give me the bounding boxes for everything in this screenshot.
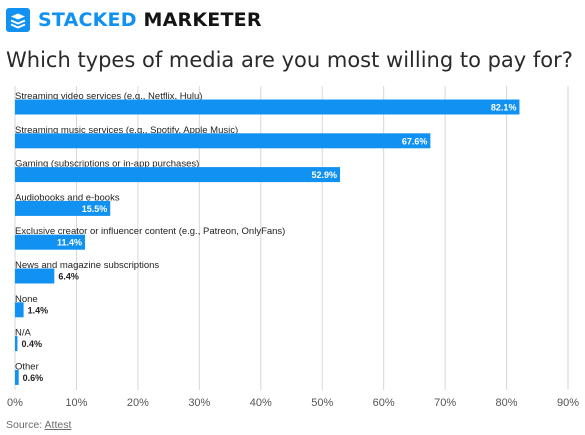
data-label: 6.4% bbox=[58, 272, 79, 282]
bar bbox=[15, 369, 19, 385]
data-label: 52.9% bbox=[312, 170, 338, 180]
data-label: 15.5% bbox=[82, 204, 108, 214]
category-label: N/A bbox=[15, 328, 32, 339]
x-tick-label: 20% bbox=[127, 397, 149, 409]
category-label: Streaming music services (e.g., Spotify,… bbox=[15, 125, 238, 136]
bar bbox=[15, 133, 431, 149]
x-tick-label: 70% bbox=[434, 397, 456, 409]
x-tick-label: 0% bbox=[7, 397, 23, 409]
x-tick-label: 50% bbox=[311, 397, 333, 409]
bar bbox=[15, 200, 111, 216]
category-label: Audiobooks and e-books bbox=[15, 192, 120, 203]
data-label: 82.1% bbox=[491, 103, 517, 113]
x-tick-label: 80% bbox=[496, 397, 518, 409]
x-tick-label: 90% bbox=[557, 397, 579, 409]
category-label: Exclusive creator or influencer content … bbox=[15, 226, 285, 237]
x-tick-label: 30% bbox=[188, 397, 210, 409]
category-label: Other bbox=[15, 361, 39, 372]
data-label: 0.4% bbox=[21, 339, 42, 349]
category-label: Streaming video services (e.g., Netflix,… bbox=[15, 91, 202, 102]
brand-name-part2: MARKETER bbox=[143, 9, 262, 31]
bar bbox=[15, 167, 341, 183]
source-label: Source: bbox=[6, 419, 43, 431]
data-label: 67.6% bbox=[402, 136, 428, 146]
category-label: None bbox=[15, 294, 38, 305]
data-label: 11.4% bbox=[57, 238, 82, 248]
bar bbox=[15, 234, 86, 250]
brand-name-part1: STACKED bbox=[38, 9, 137, 31]
source-link[interactable]: Attest bbox=[44, 419, 72, 431]
bar bbox=[15, 336, 18, 352]
category-label: News and magazine subscriptions bbox=[15, 260, 159, 271]
data-label: 0.6% bbox=[23, 373, 44, 383]
source-note: Source: Attest bbox=[6, 419, 71, 431]
bar bbox=[15, 99, 520, 115]
stacked-logo-icon bbox=[6, 8, 30, 32]
x-tick-label: 60% bbox=[373, 397, 395, 409]
bar bbox=[15, 302, 24, 318]
brand: STACKED MARKETER bbox=[6, 8, 262, 32]
x-tick-label: 40% bbox=[250, 397, 272, 409]
bar bbox=[15, 268, 55, 284]
category-label: Gaming (subscriptions or in-app purchase… bbox=[15, 159, 199, 170]
brand-name: STACKED MARKETER bbox=[38, 8, 262, 32]
chart-title: Which types of media are you most willin… bbox=[6, 48, 573, 72]
x-tick-label: 10% bbox=[65, 397, 87, 409]
data-label: 1.4% bbox=[28, 305, 49, 315]
